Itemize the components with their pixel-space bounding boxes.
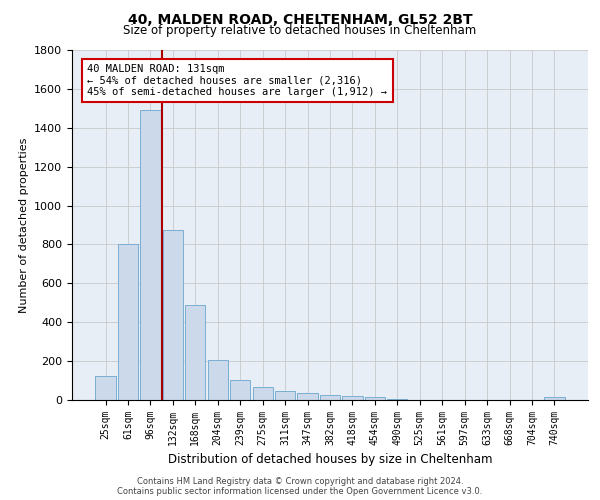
Bar [185,304,205,400]
Bar [320,395,340,400]
Bar [343,396,362,400]
Bar [298,393,317,400]
Text: Size of property relative to detached houses in Cheltenham: Size of property relative to detached ho… [124,24,476,37]
Bar [95,376,116,400]
Bar [253,388,273,400]
Text: Contains HM Land Registry data © Crown copyright and database right 2024.
Contai: Contains HM Land Registry data © Crown c… [118,476,482,496]
Bar [118,244,138,400]
Text: 40 MALDEN ROAD: 131sqm
← 54% of detached houses are smaller (2,316)
45% of semi-: 40 MALDEN ROAD: 131sqm ← 54% of detached… [88,64,388,97]
Bar [275,391,295,400]
Bar [140,110,161,400]
Bar [544,397,565,400]
Bar [387,399,407,400]
Bar [208,360,228,400]
X-axis label: Distribution of detached houses by size in Cheltenham: Distribution of detached houses by size … [168,454,492,466]
Bar [365,397,385,400]
Text: 40, MALDEN ROAD, CHELTENHAM, GL52 2BT: 40, MALDEN ROAD, CHELTENHAM, GL52 2BT [128,12,472,26]
Y-axis label: Number of detached properties: Number of detached properties [19,138,29,312]
Bar [230,380,250,400]
Bar [163,230,183,400]
